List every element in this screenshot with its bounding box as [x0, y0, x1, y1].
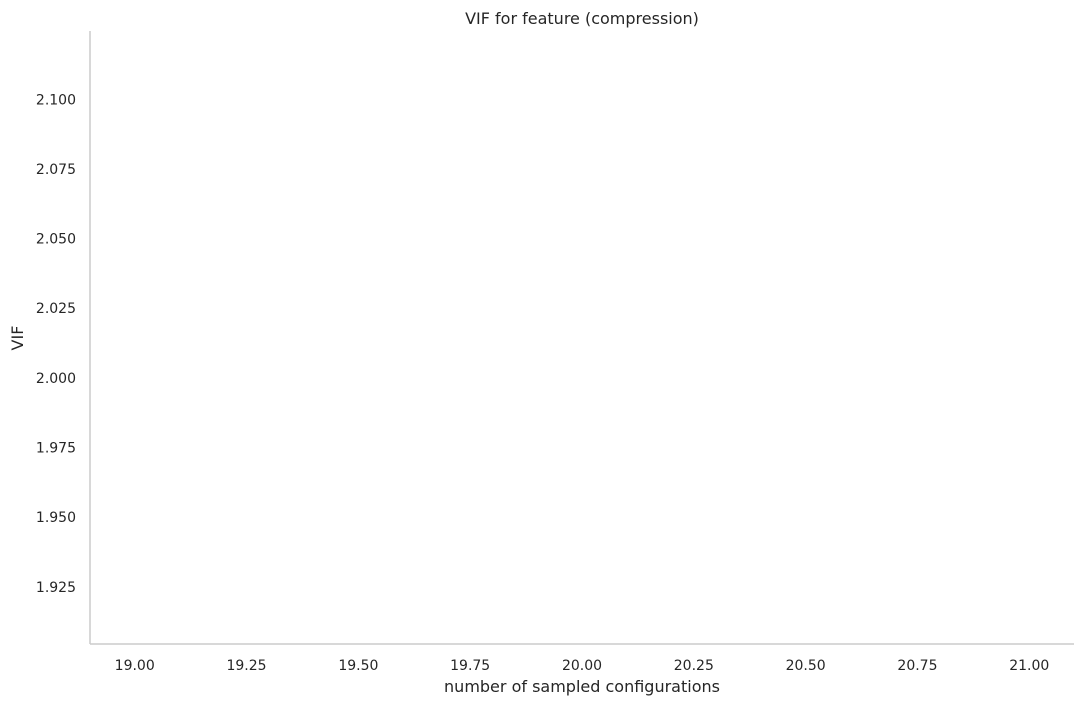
x-axis-label: number of sampled configurations: [444, 677, 720, 696]
y-tick-label: 2.075: [36, 162, 76, 178]
y-tick-label: 1.950: [36, 510, 76, 526]
y-tick-label: 2.025: [36, 301, 76, 317]
chart-title: VIF for feature (compression): [465, 9, 699, 28]
y-tick-label: 1.925: [36, 580, 76, 596]
x-tick-label: 19.75: [450, 658, 490, 674]
x-tick-label: 20.50: [786, 658, 826, 674]
x-tick-labels: 19.00 19.25 19.50 19.75 20.00 20.25 20.50 20.75…: [115, 658, 1050, 674]
x-tick-label: 20.75: [897, 658, 937, 674]
x-tick-label: 19.50: [338, 658, 378, 674]
y-axis-label: VIF: [8, 326, 27, 351]
x-tick-label: 21.00: [1009, 658, 1049, 674]
y-tick-label: 2.050: [36, 232, 76, 248]
y-tick-label: 2.000: [36, 371, 76, 387]
y-tick-labels: 1.925 1.950 1.975 2.000 2.025 2.050 2.075 2.100: [36, 92, 76, 596]
y-tick-label: 2.100: [36, 92, 76, 108]
x-tick-label: 19.25: [226, 658, 266, 674]
y-tick-label: 1.975: [36, 441, 76, 457]
x-tick-label: 19.00: [115, 658, 155, 674]
x-tick-label: 20.00: [562, 658, 602, 674]
x-tick-label: 20.25: [674, 658, 714, 674]
